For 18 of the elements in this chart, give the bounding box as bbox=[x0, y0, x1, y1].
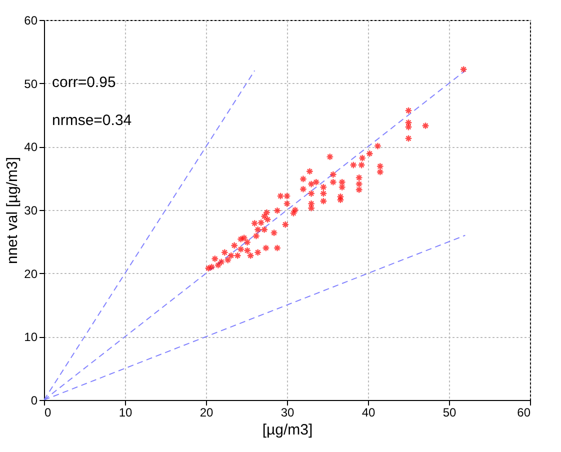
y-tick-label: 20 bbox=[24, 266, 38, 281]
y-tick-label: 50 bbox=[24, 76, 38, 91]
x-tick-label: 0 bbox=[44, 406, 52, 420]
y-tick-label: 0 bbox=[30, 394, 38, 408]
x-tick-label: 30 bbox=[280, 406, 294, 420]
y-tick-label: 30 bbox=[24, 204, 38, 218]
y-axis-title: nnet val [µg/m3] bbox=[4, 156, 22, 264]
x-tick-label: 50 bbox=[442, 406, 456, 420]
y-tick-label: 60 bbox=[24, 14, 38, 28]
x-tick-label: 20 bbox=[200, 406, 214, 420]
x-tick-label: 60 bbox=[517, 406, 531, 420]
annotation: nrmse=0.34 bbox=[52, 112, 132, 129]
x-axis-title: [µg/m3] bbox=[262, 422, 313, 438]
y-tick-label: 40 bbox=[24, 140, 38, 154]
annotation: corr=0.95 bbox=[52, 74, 116, 91]
y-tick-label: 10 bbox=[24, 330, 38, 344]
x-tick-label: 40 bbox=[362, 406, 376, 420]
x-tick-label: 10 bbox=[118, 406, 132, 420]
